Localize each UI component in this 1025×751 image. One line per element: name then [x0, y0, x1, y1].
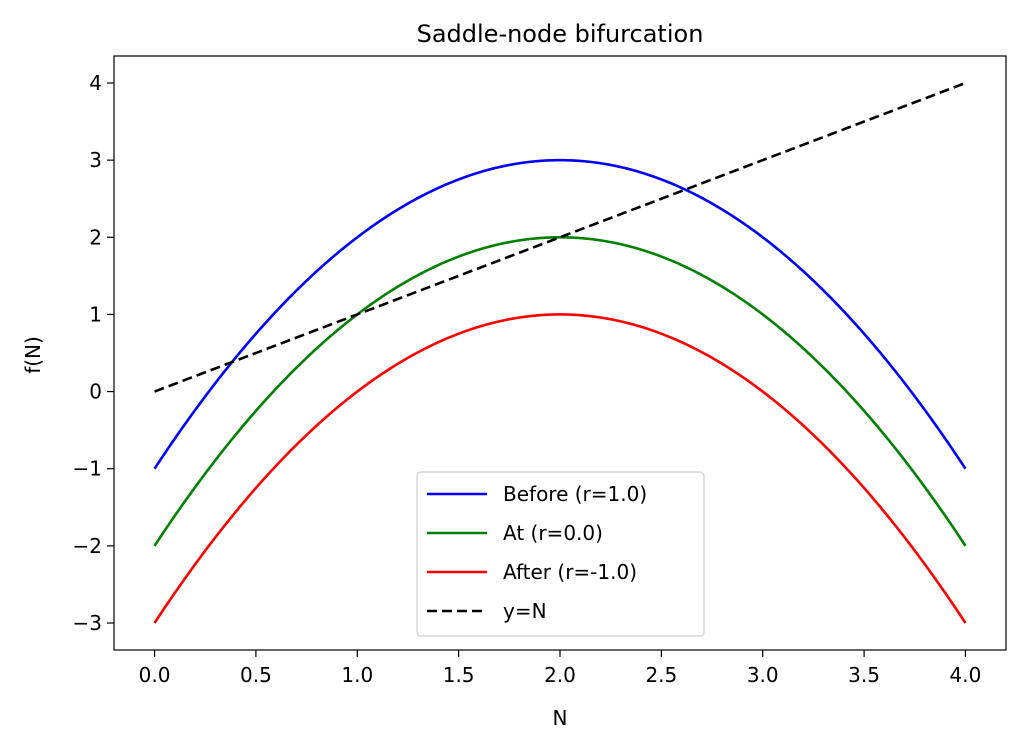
- series-line-2: [153, 313, 967, 624]
- y-tick-label: 4: [89, 71, 102, 95]
- series-line-0: [153, 158, 967, 470]
- x-tick-label: 1.0: [341, 663, 373, 687]
- x-tick-label: 2.5: [645, 663, 677, 687]
- y-tick-label: 3: [89, 148, 102, 172]
- y-axis-label: f(N): [21, 336, 45, 374]
- x-tick-label: 0.5: [240, 663, 272, 687]
- y-tick-label: −2: [73, 534, 102, 558]
- x-tick-label: 0.0: [139, 663, 171, 687]
- y-tick-label: 1: [89, 302, 102, 326]
- y-tick-label: 2: [89, 225, 102, 249]
- series-line-3: [154, 81, 966, 393]
- x-axis-label: N: [553, 706, 568, 730]
- legend-label: At (r=0.0): [503, 521, 603, 545]
- x-tick-label: 4.0: [950, 663, 982, 687]
- series-line-1: [153, 235, 967, 547]
- x-tick-label: 3.5: [848, 663, 880, 687]
- x-tick-label: 2.0: [544, 663, 576, 687]
- legend-label: y=N: [503, 599, 547, 623]
- series-layer: [153, 81, 967, 624]
- chart-title: Saddle-node bifurcation: [417, 20, 704, 48]
- y-tick-label: −3: [73, 611, 102, 635]
- legend-label: Before (r=1.0): [503, 482, 647, 506]
- legend-label: After (r=-1.0): [503, 560, 637, 584]
- x-tick-label: 3.0: [747, 663, 779, 687]
- y-tick-label: −1: [73, 457, 102, 481]
- y-tick-label: 0: [89, 380, 102, 404]
- legend-frame: [416, 471, 705, 637]
- x-tick-label: 1.5: [443, 663, 475, 687]
- ticks-layer: 0.0 0.5 1.0 1.5 2.0 2.5 3.0 3.5 4.0 −3 −2 −1 0 1 2 3 4: [73, 71, 982, 687]
- legend: Before (r=1.0) At (r=0.0) After (r=-1.0) y=…: [416, 471, 705, 637]
